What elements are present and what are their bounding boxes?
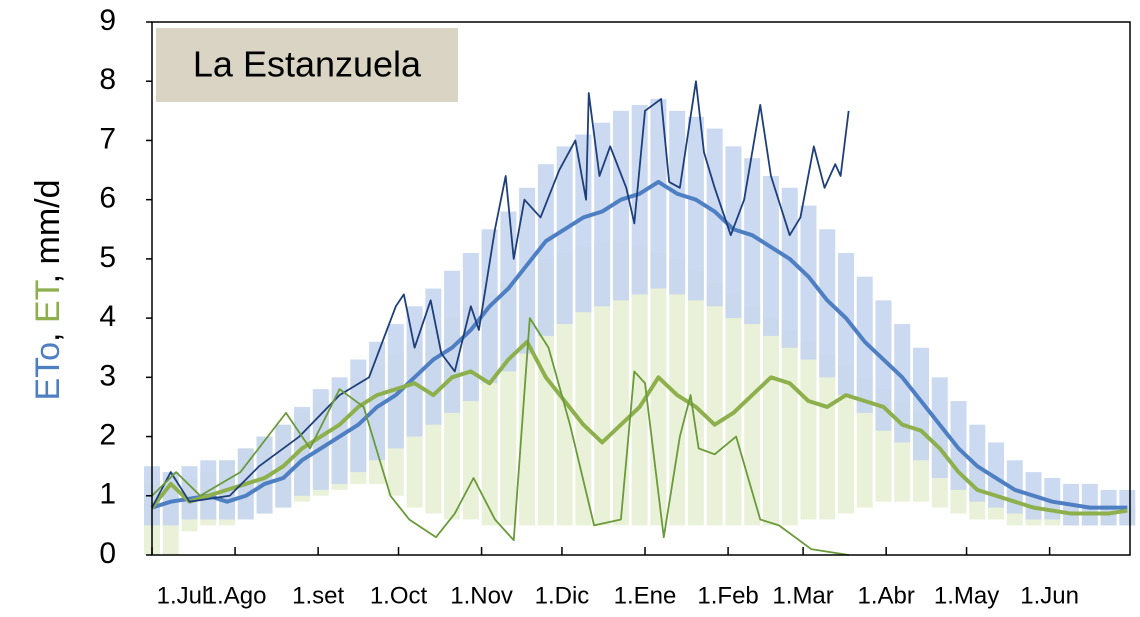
range-bar (687, 116, 704, 301)
range-bar (762, 175, 779, 336)
plot-frame (151, 21, 1131, 556)
x-tick-label: 1.set (292, 582, 344, 609)
range-bar (331, 377, 348, 484)
range-bar (725, 146, 742, 319)
range-bar (800, 341, 817, 520)
range-bar (181, 466, 198, 520)
range-bar (519, 187, 536, 354)
x-tick-label: 1.Mar (772, 582, 833, 609)
range-bar (706, 282, 723, 526)
range-bar (988, 442, 1005, 508)
x-tick-label: 1.May (934, 582, 999, 609)
range-bar (781, 329, 798, 526)
range-bar (875, 300, 892, 431)
range-bar (1081, 483, 1098, 526)
y-tick-label: 7 (99, 122, 116, 155)
y-tick-label: 8 (99, 63, 116, 96)
range-bar (406, 306, 423, 437)
x-tick-label: 1.Abr (857, 582, 914, 609)
range-bar (575, 134, 592, 313)
x-tick-label: 1.Oct (370, 582, 428, 609)
range-bar (350, 359, 367, 473)
range-bar (669, 258, 686, 526)
range-bar (575, 247, 592, 526)
y-tick-label: 1 (99, 478, 116, 511)
range-bar (650, 98, 667, 289)
range-bar (800, 205, 817, 360)
range-bar (894, 324, 911, 443)
y-tick-label: 4 (99, 300, 116, 333)
range-bar (744, 158, 761, 325)
chart-title: La Estanzuela (193, 44, 422, 85)
data-line (151, 317, 849, 556)
range-bar (594, 241, 611, 526)
title-box (156, 28, 458, 102)
y-tick-label: 5 (99, 241, 116, 274)
range-bar (687, 270, 704, 526)
range-bar (837, 365, 854, 514)
y-axis-label-part: , mm/d (29, 179, 67, 283)
x-tick-label: 1.Jun (1020, 582, 1079, 609)
range-bar (200, 460, 217, 520)
range-bar (781, 187, 798, 348)
x-tick-label: 1.Nov (450, 582, 513, 609)
range-bar (762, 318, 779, 526)
range-bar (312, 389, 329, 490)
y-tick-label: 0 (99, 537, 116, 570)
x-tick-label: 1.Jul (157, 582, 208, 609)
y-axis-label: ETo, ET, mm/d (29, 179, 67, 400)
range-bar (556, 146, 573, 325)
range-bar (631, 104, 648, 295)
y-tick-label: 3 (99, 359, 116, 392)
range-bar (725, 294, 742, 526)
range-bar (612, 241, 629, 526)
range-bar (819, 229, 836, 378)
range-bar (669, 110, 686, 295)
y-axis-label-part: ETo (29, 342, 67, 401)
y-axis-label-part: , (29, 323, 67, 342)
range-bar (256, 436, 273, 514)
y-tick-label: 9 (99, 4, 116, 37)
range-bar (612, 110, 629, 301)
range-bar (369, 341, 386, 461)
range-bar (631, 247, 648, 526)
range-bar (744, 306, 761, 526)
range-bar (819, 353, 836, 520)
range-bar (537, 164, 554, 336)
range-bar (856, 276, 873, 413)
x-tick-label: 1.Ene (614, 582, 677, 609)
y-axis-label-part: ET (29, 280, 67, 323)
range-bar (387, 324, 404, 449)
data-line (151, 179, 1128, 510)
range-bar (837, 252, 854, 396)
y-tick-label: 2 (99, 418, 116, 451)
x-tick-label: 1.Ago (204, 582, 267, 609)
x-tick-label: 1.Feb (697, 582, 758, 609)
x-tick-label: 1.Dic (535, 582, 590, 609)
data-line (151, 80, 850, 509)
range-bar (969, 424, 986, 502)
y-tick-label: 6 (99, 182, 116, 215)
